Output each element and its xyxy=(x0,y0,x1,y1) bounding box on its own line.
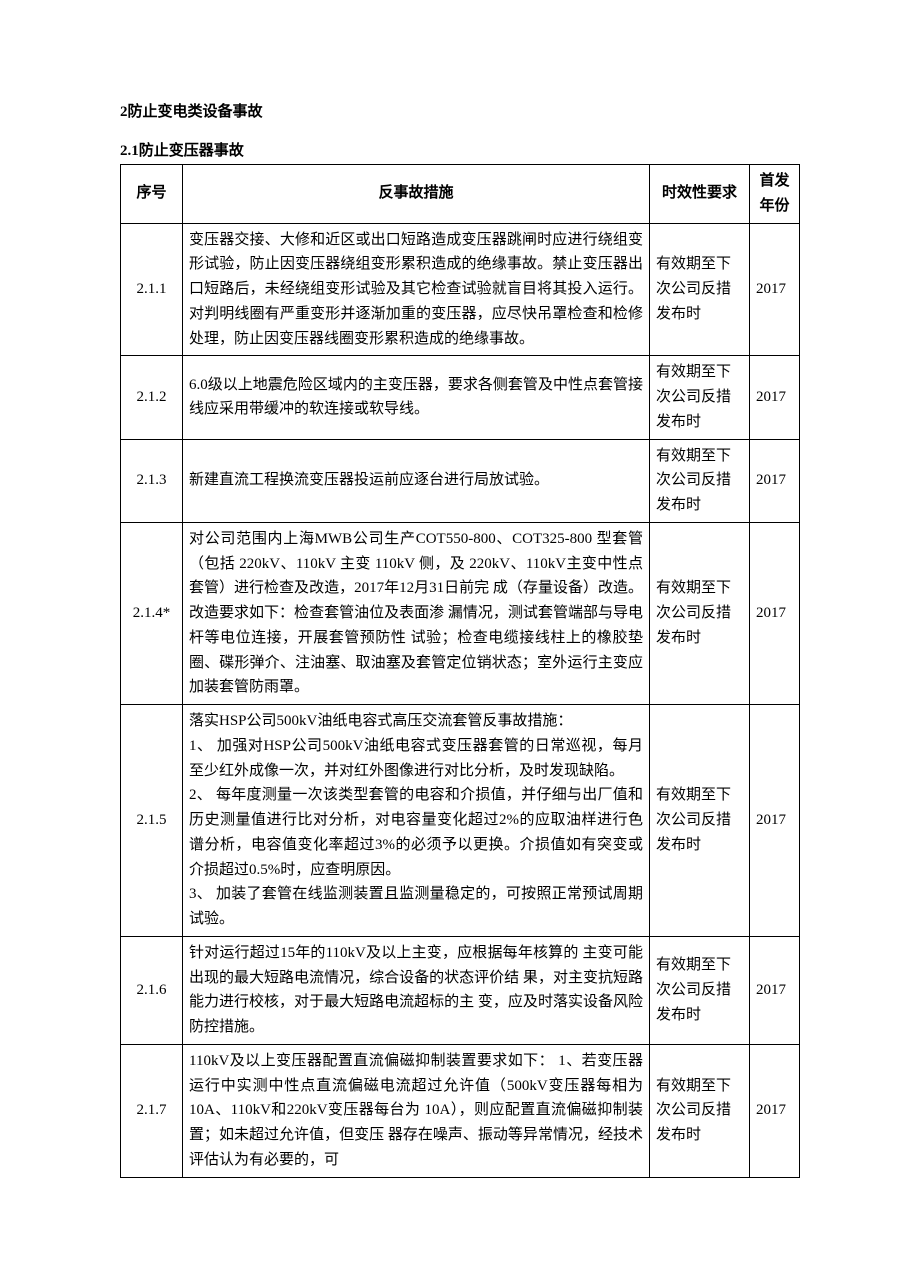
cell-validity: 有效期至下次公司反措发布时 xyxy=(650,439,750,522)
cell-validity: 有效期至下次公司反措发布时 xyxy=(650,223,750,356)
cell-num: 2.1.3 xyxy=(121,439,183,522)
table-row: 2.1.1变压器交接、大修和近区或出口短路造成变压器跳闸时应进行绕组变形试验，防… xyxy=(121,223,800,356)
cell-year: 2017 xyxy=(750,522,800,704)
cell-num: 2.1.5 xyxy=(121,705,183,937)
cell-measure: 变压器交接、大修和近区或出口短路造成变压器跳闸时应进行绕组变形试验，防止因变压器… xyxy=(183,223,650,356)
header-year: 首发年份 xyxy=(750,165,800,224)
cell-validity: 有效期至下次公司反措发布时 xyxy=(650,705,750,937)
cell-measure: 针对运行超过15年的110kV及以上主变，应根据每年核算的 主变可能出现的最大短… xyxy=(183,936,650,1044)
cell-measure: 6.0级以上地震危险区域内的主变压器，要求各侧套管及中性点套管接线应采用带缓冲的… xyxy=(183,356,650,439)
cell-validity: 有效期至下次公司反措发布时 xyxy=(650,356,750,439)
measures-table: 序号 反事故措施 时效性要求 首发年份 2.1.1变压器交接、大修和近区或出口短… xyxy=(120,164,800,1178)
cell-validity: 有效期至下次公司反措发布时 xyxy=(650,936,750,1044)
cell-num: 2.1.7 xyxy=(121,1044,183,1177)
header-num: 序号 xyxy=(121,165,183,224)
cell-year: 2017 xyxy=(750,936,800,1044)
cell-year: 2017 xyxy=(750,356,800,439)
cell-num: 2.1.6 xyxy=(121,936,183,1044)
table-row: 2.1.5落实HSP公司500kV油纸电容式高压交流套管反事故措施： 1、 加强… xyxy=(121,705,800,937)
cell-measure: 对公司范围内上海MWB公司生产COT550-800、COT325-800 型套管… xyxy=(183,522,650,704)
table-body: 2.1.1变压器交接、大修和近区或出口短路造成变压器跳闸时应进行绕组变形试验，防… xyxy=(121,223,800,1177)
cell-num: 2.1.4* xyxy=(121,522,183,704)
table-row: 2.1.4*对公司范围内上海MWB公司生产COT550-800、COT325-8… xyxy=(121,522,800,704)
section-heading-1: 2防止变电类设备事故 xyxy=(120,100,800,121)
cell-measure: 新建直流工程换流变压器投运前应逐台进行局放试验。 xyxy=(183,439,650,522)
cell-num: 2.1.2 xyxy=(121,356,183,439)
cell-num: 2.1.1 xyxy=(121,223,183,356)
table-row: 2.1.26.0级以上地震危险区域内的主变压器，要求各侧套管及中性点套管接线应采… xyxy=(121,356,800,439)
cell-measure: 110kV及以上变压器配置直流偏磁抑制装置要求如下： 1、若变压器运行中实测中性… xyxy=(183,1044,650,1177)
header-validity: 时效性要求 xyxy=(650,165,750,224)
cell-year: 2017 xyxy=(750,223,800,356)
cell-year: 2017 xyxy=(750,705,800,937)
header-measure: 反事故措施 xyxy=(183,165,650,224)
table-row: 2.1.6针对运行超过15年的110kV及以上主变，应根据每年核算的 主变可能出… xyxy=(121,936,800,1044)
cell-year: 2017 xyxy=(750,439,800,522)
cell-measure: 落实HSP公司500kV油纸电容式高压交流套管反事故措施： 1、 加强对HSP公… xyxy=(183,705,650,937)
section-heading-2: 2.1防止变压器事故 xyxy=(120,139,800,160)
table-row: 2.1.3新建直流工程换流变压器投运前应逐台进行局放试验。有效期至下次公司反措发… xyxy=(121,439,800,522)
table-header-row: 序号 反事故措施 时效性要求 首发年份 xyxy=(121,165,800,224)
cell-year: 2017 xyxy=(750,1044,800,1177)
table-row: 2.1.7110kV及以上变压器配置直流偏磁抑制装置要求如下： 1、若变压器运行… xyxy=(121,1044,800,1177)
cell-validity: 有效期至下次公司反措发布时 xyxy=(650,522,750,704)
cell-validity: 有效期至下次公司反措发布时 xyxy=(650,1044,750,1177)
